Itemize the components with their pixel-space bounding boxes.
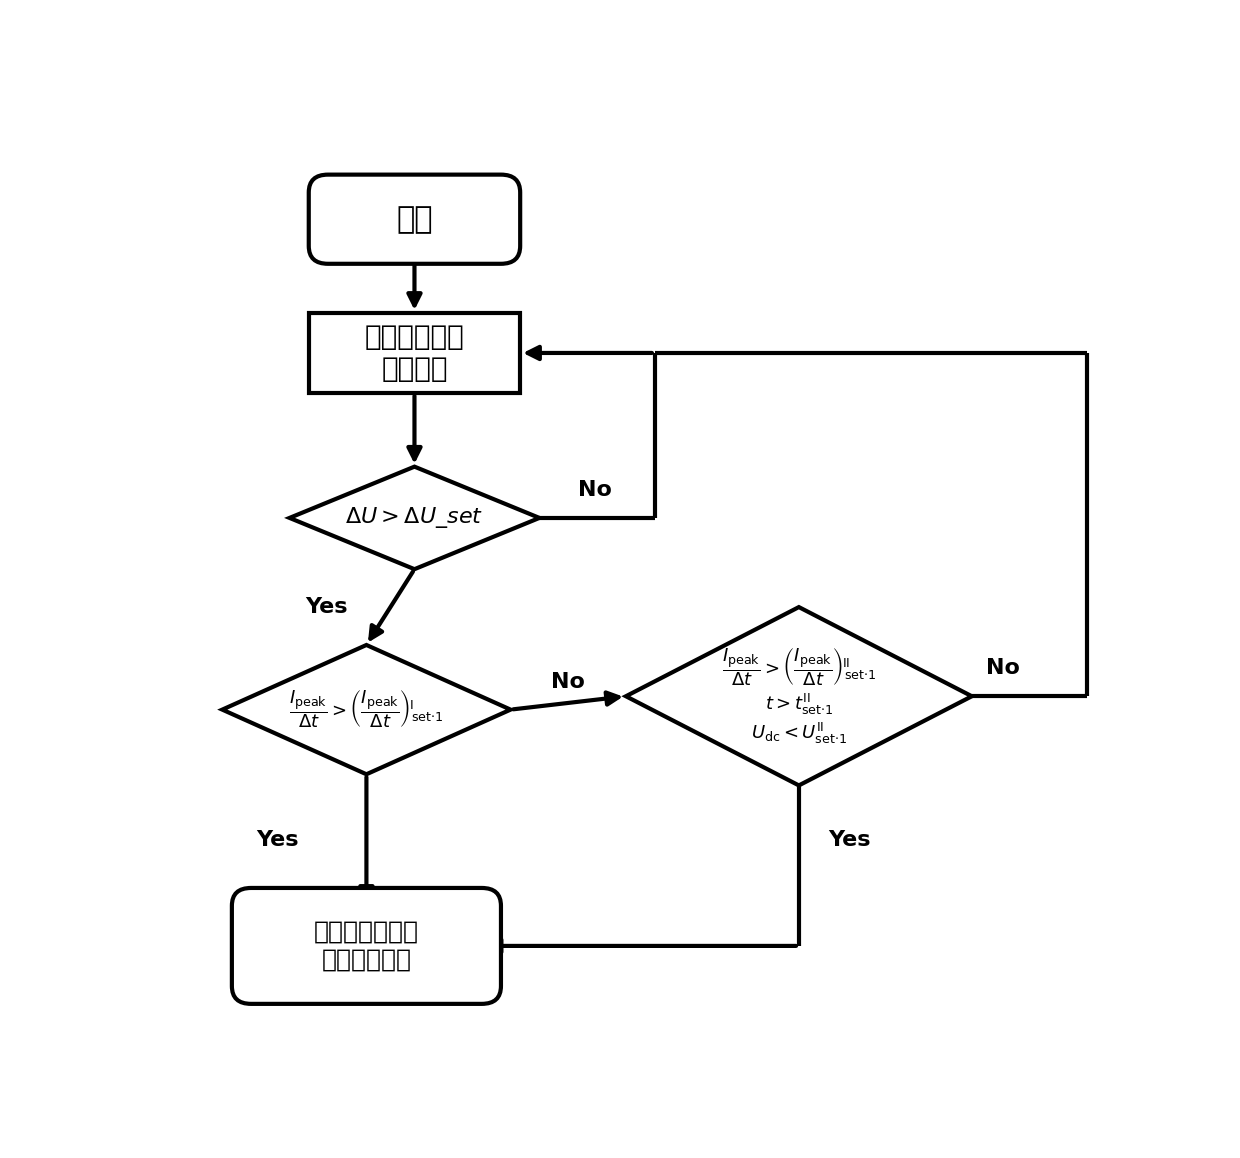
FancyBboxPatch shape bbox=[309, 175, 521, 264]
Text: 测量各线路的
电压电流: 测量各线路的 电压电流 bbox=[365, 323, 464, 383]
Text: No: No bbox=[578, 481, 611, 500]
Text: $\dfrac{I_{\mathrm{peak}}}{\Delta t} > \left(\dfrac{I_{\mathrm{peak}}}{\Delta t}: $\dfrac{I_{\mathrm{peak}}}{\Delta t} > \… bbox=[722, 647, 875, 746]
FancyBboxPatch shape bbox=[232, 888, 501, 1004]
Text: $\Delta U{>}\Delta U\_set$: $\Delta U{>}\Delta U\_set$ bbox=[346, 505, 484, 530]
Polygon shape bbox=[626, 607, 972, 785]
Text: $\dfrac{I_{\mathrm{peak}}}{\Delta t} > \left(\dfrac{I_{\mathrm{peak}}}{\Delta t}: $\dfrac{I_{\mathrm{peak}}}{\Delta t} > \… bbox=[289, 689, 444, 731]
Text: No: No bbox=[552, 672, 585, 691]
Polygon shape bbox=[222, 645, 511, 775]
Polygon shape bbox=[290, 467, 539, 570]
Text: 开始: 开始 bbox=[397, 205, 433, 234]
Bar bbox=[309, 313, 521, 393]
Text: Yes: Yes bbox=[257, 830, 299, 850]
Text: 该线路故障，跳
开直流断路器: 该线路故障，跳 开直流断路器 bbox=[314, 919, 419, 972]
Text: Yes: Yes bbox=[828, 830, 870, 850]
Text: No: No bbox=[986, 659, 1021, 679]
Text: Yes: Yes bbox=[305, 598, 347, 617]
